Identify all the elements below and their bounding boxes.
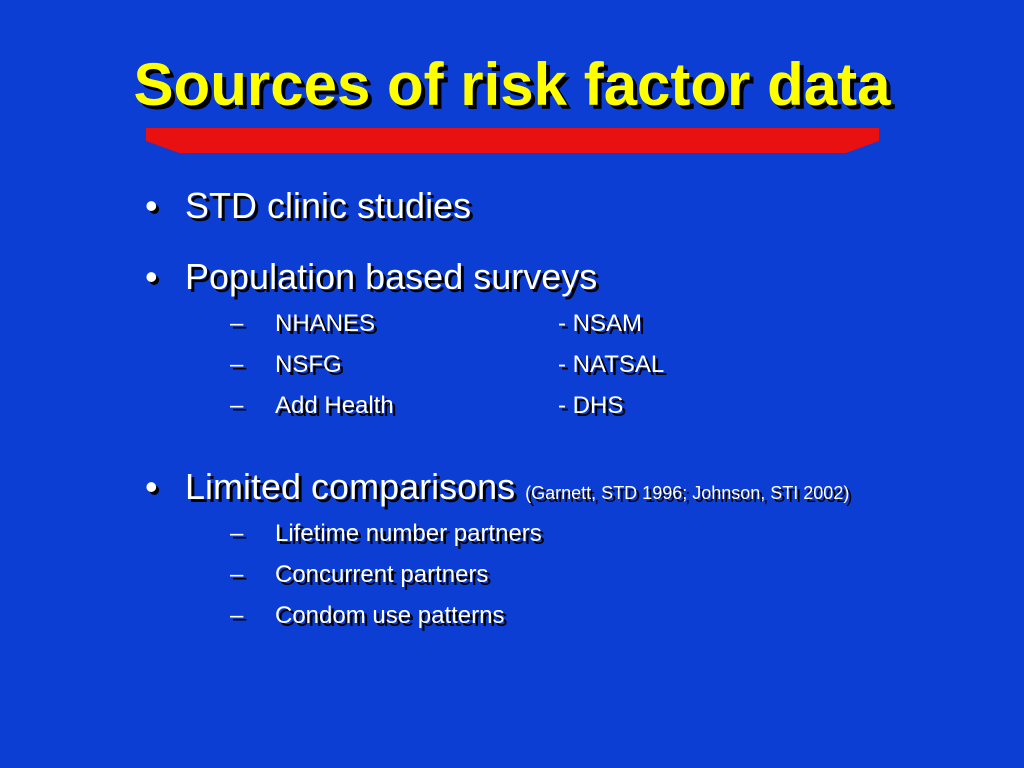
sub-item-row: – Lifetime number partners: [0, 519, 1024, 549]
citation: (Garnett, STD 1996; Johnson, STI 2002): [525, 483, 850, 503]
dash-glyph: –: [230, 351, 244, 378]
bullet-std-clinic-studies: • STD clinic studies: [145, 186, 471, 226]
dash-glyph: –: [230, 392, 244, 419]
sub-item-right: - NATSAL: [558, 351, 665, 378]
bullet-glyph: •: [145, 185, 158, 226]
dash-glyph: –: [230, 602, 244, 629]
sub-item-left: NHANES: [275, 310, 376, 337]
bullet-text: Limited comparisons: [185, 466, 516, 507]
slide-title: Sources of risk factor data: [133, 51, 891, 118]
sub-item-right: - NSAM: [558, 310, 642, 337]
bullet-population-based-surveys: • Population based surveys: [145, 257, 597, 297]
bullet-text: Population based surveys: [185, 256, 598, 297]
title-underline-bar: [146, 128, 879, 153]
sub-item-left: Concurrent partners: [275, 561, 489, 588]
sub-item-left: Add Health: [275, 392, 394, 419]
bullet-limited-comparisons: • Limited comparisons (Garnett, STD 1996;…: [145, 467, 849, 513]
sub-item-row: – NHANES - NSAM: [0, 309, 1024, 339]
dash-glyph: –: [230, 520, 244, 547]
dash-glyph: –: [230, 310, 244, 337]
sub-item-row: – Condom use patterns: [0, 601, 1024, 631]
dash-glyph: –: [230, 561, 244, 588]
sub-item-row: – NSFG - NATSAL: [0, 350, 1024, 380]
sub-item-right: - DHS: [558, 392, 624, 419]
sub-item-left: Lifetime number partners: [275, 520, 542, 547]
bullet-glyph: •: [145, 256, 158, 297]
sub-item-left: Condom use patterns: [275, 602, 505, 629]
sub-item-row: – Add Health - DHS: [0, 391, 1024, 421]
sub-item-row: – Concurrent partners: [0, 560, 1024, 590]
bullet-glyph: •: [145, 466, 158, 507]
sub-item-left: NSFG: [275, 351, 342, 378]
bullet-text: STD clinic studies: [185, 185, 472, 226]
